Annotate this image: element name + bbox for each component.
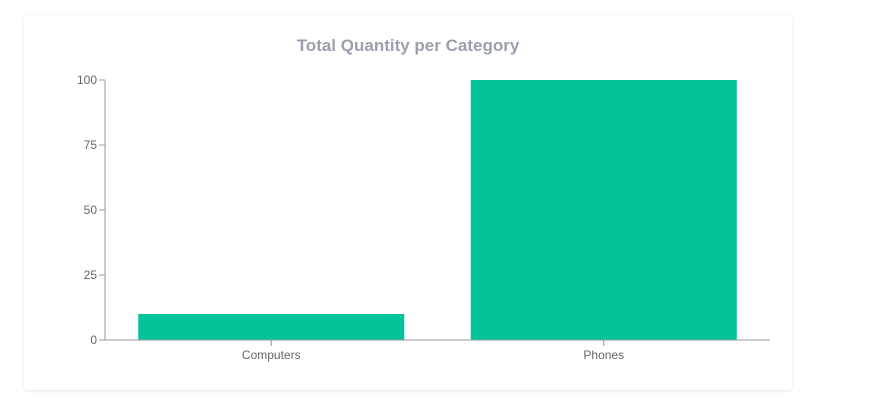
y-tick-label: 0 [90, 333, 97, 347]
chart-title: Total Quantity per Category [296, 36, 520, 55]
y-tick-label: 100 [77, 73, 97, 87]
bar-computers [138, 314, 405, 340]
y-tick-label: 75 [84, 138, 98, 152]
bars-group [138, 80, 737, 340]
y-tick-label: 50 [84, 203, 98, 217]
chart-card: Total Quantity per Category 0 25 50 75 100 C… [24, 15, 792, 390]
x-tick-label: Phones [583, 348, 624, 362]
x-axis-ticks: Computers Phones [242, 340, 624, 362]
y-axis-ticks: 0 25 50 75 100 [77, 73, 105, 347]
bar-chart: 0 25 50 75 100 Computers Phones [77, 73, 770, 362]
x-tick-label: Computers [242, 348, 301, 362]
bar-phones [470, 80, 737, 340]
y-tick-label: 25 [84, 268, 98, 282]
